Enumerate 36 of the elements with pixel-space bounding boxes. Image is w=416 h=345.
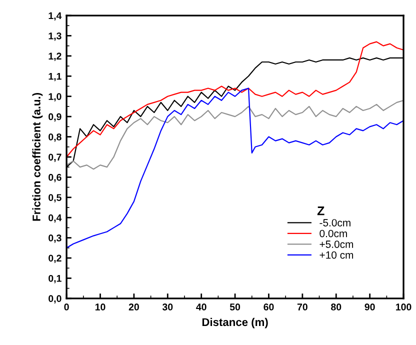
y-tick-label: 0,6 xyxy=(48,174,62,182)
y-tick-label: 0,5 xyxy=(48,194,62,202)
y-tick-label: 1,4 xyxy=(48,12,62,21)
x-axis-title: Distance (m) xyxy=(202,318,268,328)
legend-label: +10 cm xyxy=(320,251,354,259)
x-tick-label: 50 xyxy=(230,304,240,310)
y-tick-label: 0,7 xyxy=(48,154,62,162)
line-series xyxy=(66,100,404,170)
x-tick-label: 80 xyxy=(331,304,342,310)
line-series xyxy=(66,41,404,158)
x-tick-label: 0 xyxy=(64,304,69,310)
legend-label: +5.0cm xyxy=(320,240,354,248)
x-tick-label: 30 xyxy=(162,304,173,310)
y-tick-label: 0,1 xyxy=(48,274,62,284)
x-tick-label: 20 xyxy=(128,304,139,310)
y-tick-label: 0,3 xyxy=(48,234,62,243)
y-tick-label: 1,1 xyxy=(48,72,62,82)
y-tick-label: 1,2 xyxy=(48,52,62,61)
legend-label: -5.0cm xyxy=(320,219,350,226)
x-tick-label: 100 xyxy=(396,304,412,310)
y-tick-label: 1,0 xyxy=(48,93,62,102)
y-tick-label: 0,4 xyxy=(48,214,62,223)
x-tick-label: 10 xyxy=(95,304,106,310)
y-tick-label: 0,8 xyxy=(48,134,62,142)
y-axis-title: Friction coefficient (a.u.) xyxy=(32,93,43,221)
y-tick-label: 1,3 xyxy=(48,32,62,41)
x-tick-label: 40 xyxy=(196,304,206,310)
y-tick-label: 0,2 xyxy=(48,254,62,264)
legend-label: 0.0cm xyxy=(320,230,347,238)
x-tick-label: 70 xyxy=(297,304,308,310)
x-tick-label: 90 xyxy=(364,304,375,310)
line-series xyxy=(66,88,404,248)
y-tick-label: 0,0 xyxy=(48,295,62,304)
y-tick-label: 0,9 xyxy=(48,113,62,122)
x-tick-label: 60 xyxy=(264,304,274,310)
legend-title: Z xyxy=(317,206,324,216)
